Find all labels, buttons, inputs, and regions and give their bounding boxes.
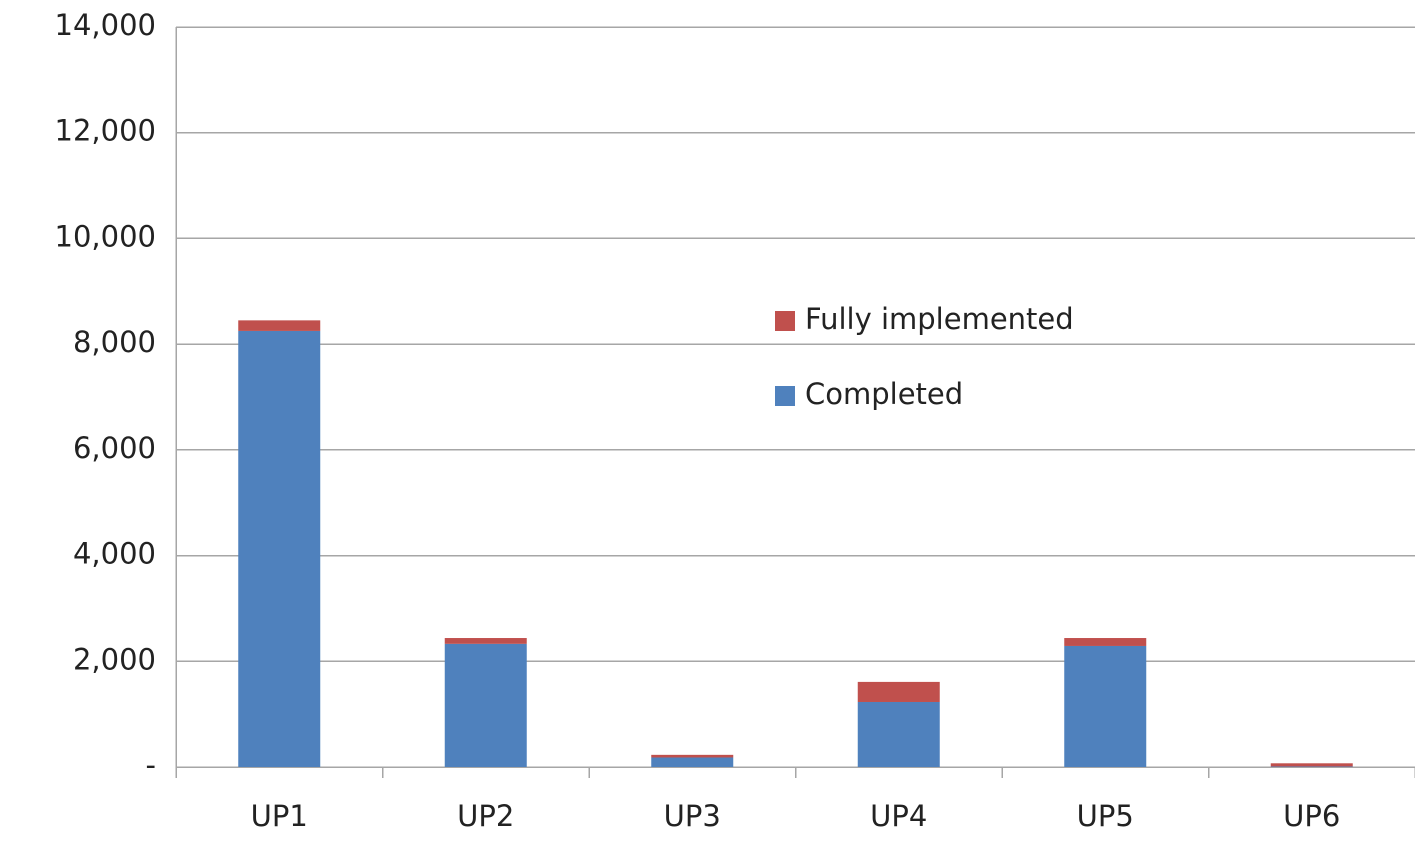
y-tick-label: 2,000 <box>73 642 156 676</box>
bar-segment <box>1064 638 1147 646</box>
bar-segment <box>1270 763 1353 767</box>
legend-label: Completed <box>805 377 963 411</box>
bar-segment <box>857 701 940 767</box>
y-tick-label: 12,000 <box>55 114 156 148</box>
bar-segment <box>857 681 940 702</box>
bar-segment <box>1270 766 1353 767</box>
y-tick-label: 6,000 <box>73 431 156 465</box>
y-tick-label: - <box>146 748 156 782</box>
x-tick-label: UP1 <box>251 799 308 833</box>
x-tick-label: UP2 <box>457 799 514 833</box>
bar-segment <box>444 638 527 644</box>
x-tick-label: UP3 <box>664 799 721 833</box>
y-tick-label: 4,000 <box>73 537 156 571</box>
y-tick-label: 10,000 <box>55 219 156 253</box>
bar-segment <box>651 754 734 758</box>
x-tick-label: UP4 <box>870 799 927 833</box>
bar-segment <box>444 643 527 767</box>
x-tick-label: UP6 <box>1283 799 1340 833</box>
x-tick-label: UP5 <box>1077 799 1134 833</box>
legend-swatch <box>775 311 795 331</box>
legend-label: Fully implemented <box>805 302 1074 336</box>
bar-segment <box>1064 645 1147 767</box>
y-tick-label: 14,000 <box>55 8 156 42</box>
bar-segment <box>651 757 734 767</box>
y-tick-label: 8,000 <box>73 325 156 359</box>
bar-segment <box>238 320 321 331</box>
bar-segment <box>238 330 321 767</box>
legend-swatch <box>775 386 795 406</box>
